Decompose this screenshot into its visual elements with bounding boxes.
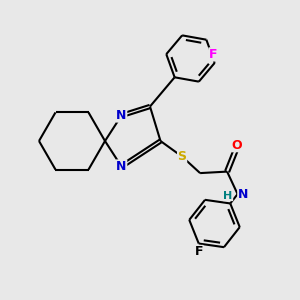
Text: N: N	[238, 188, 248, 201]
Text: S: S	[178, 150, 187, 163]
Text: H: H	[224, 190, 232, 201]
Text: N: N	[116, 160, 127, 173]
Text: F: F	[209, 48, 218, 61]
Text: N: N	[116, 109, 127, 122]
Text: F: F	[194, 245, 203, 259]
Text: O: O	[232, 139, 242, 152]
